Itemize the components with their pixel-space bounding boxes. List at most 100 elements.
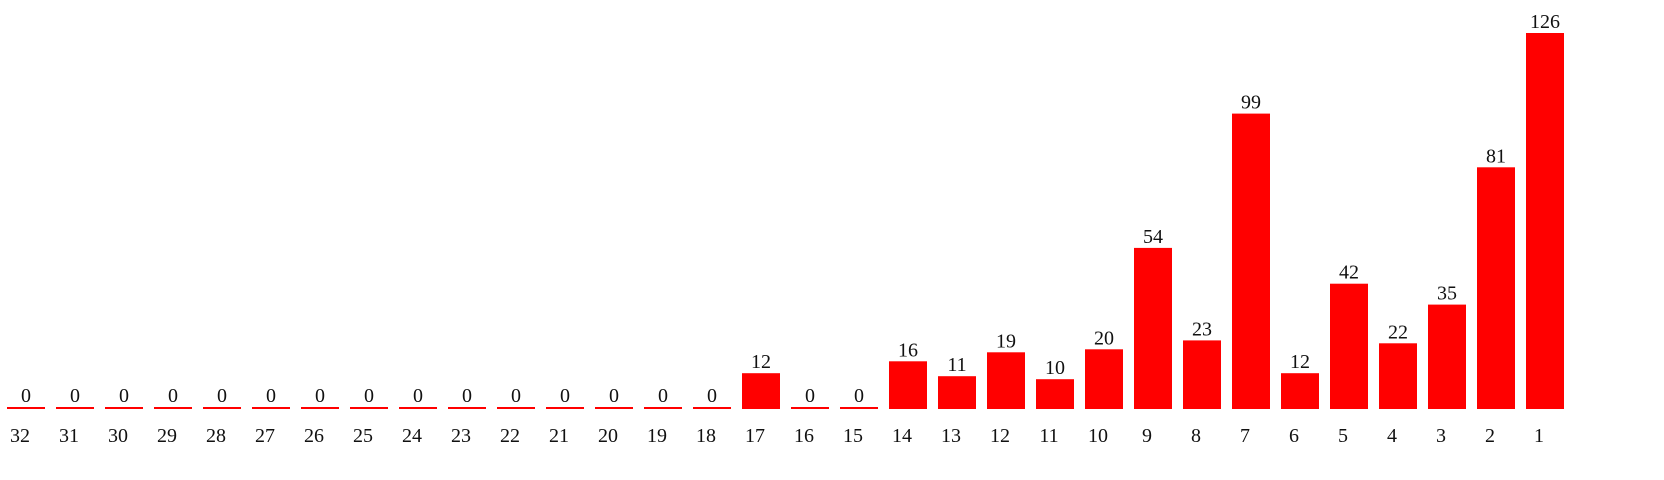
bar-27 <box>252 407 290 409</box>
bar-18 <box>693 407 731 409</box>
bar-10 <box>1085 349 1123 409</box>
bar-value-label-2: 81 <box>1486 145 1506 167</box>
bar-23 <box>448 407 486 409</box>
x-tick-label-27: 27 <box>255 425 275 447</box>
bar-7 <box>1232 113 1270 409</box>
x-tick-label-14: 14 <box>892 425 912 447</box>
bar-value-label-12: 19 <box>996 330 1016 352</box>
bar-value-label-21: 0 <box>560 385 570 407</box>
x-tick-label-10: 10 <box>1088 425 1108 447</box>
bar-1 <box>1526 33 1564 409</box>
bar-value-label-28: 0 <box>217 385 227 407</box>
bar-17 <box>742 373 780 409</box>
x-tick-label-11: 11 <box>1039 425 1058 447</box>
bar-8 <box>1183 340 1221 409</box>
bar-value-label-9: 54 <box>1143 226 1163 248</box>
bar-24 <box>399 407 437 409</box>
bar-15 <box>840 407 878 409</box>
x-tick-label-22: 22 <box>500 425 520 447</box>
x-tick-label-23: 23 <box>451 425 471 447</box>
x-tick-label-18: 18 <box>696 425 716 447</box>
bar-31 <box>56 407 94 409</box>
bar-value-label-15: 0 <box>854 385 864 407</box>
bar-30 <box>105 407 143 409</box>
bar-value-label-8: 23 <box>1192 318 1212 340</box>
bar-2 <box>1477 167 1515 409</box>
bar-22 <box>497 407 535 409</box>
bar-29 <box>154 407 192 409</box>
x-tick-label-1: 1 <box>1534 425 1544 447</box>
x-tick-label-9: 9 <box>1142 425 1152 447</box>
x-tick-label-28: 28 <box>206 425 226 447</box>
bar-value-label-27: 0 <box>266 385 276 407</box>
bar-value-label-5: 42 <box>1339 262 1359 284</box>
x-tick-label-15: 15 <box>843 425 863 447</box>
x-tick-label-2: 2 <box>1485 425 1495 447</box>
bar-4 <box>1379 343 1417 409</box>
x-tick-label-3: 3 <box>1436 425 1446 447</box>
bar-14 <box>889 361 927 409</box>
bar-28 <box>203 407 241 409</box>
x-tick-label-13: 13 <box>941 425 961 447</box>
bar-value-label-14: 16 <box>898 339 918 361</box>
bar-value-label-16: 0 <box>805 385 815 407</box>
x-tick-label-6: 6 <box>1289 425 1299 447</box>
bar-value-label-1: 126 <box>1530 11 1560 33</box>
x-tick-label-21: 21 <box>549 425 569 447</box>
bar-value-label-22: 0 <box>511 385 521 407</box>
x-tick-label-12: 12 <box>990 425 1010 447</box>
bar-16 <box>791 407 829 409</box>
x-tick-label-26: 26 <box>304 425 324 447</box>
bar-value-label-26: 0 <box>315 385 325 407</box>
x-tick-label-19: 19 <box>647 425 667 447</box>
bar-value-label-30: 0 <box>119 385 129 407</box>
bar-value-label-13: 11 <box>947 354 966 376</box>
bar-value-label-20: 0 <box>609 385 619 407</box>
x-tick-label-20: 20 <box>598 425 618 447</box>
bar-value-label-4: 22 <box>1388 321 1408 343</box>
bar-value-label-11: 10 <box>1045 357 1065 379</box>
x-tick-label-17: 17 <box>745 425 765 447</box>
bar-value-label-17: 12 <box>751 351 771 373</box>
x-tick-label-29: 29 <box>157 425 177 447</box>
bar-value-label-3: 35 <box>1437 283 1457 305</box>
x-tick-label-25: 25 <box>353 425 373 447</box>
bar-6 <box>1281 373 1319 409</box>
x-tick-label-16: 16 <box>794 425 814 447</box>
bar-13 <box>938 376 976 409</box>
bar-value-label-18: 0 <box>707 385 717 407</box>
bar-value-label-32: 0 <box>21 385 31 407</box>
x-tick-label-8: 8 <box>1191 425 1201 447</box>
bar-21 <box>546 407 584 409</box>
bar-value-label-24: 0 <box>413 385 423 407</box>
bar-11 <box>1036 379 1074 409</box>
bar-value-label-6: 12 <box>1290 351 1310 373</box>
bar-value-label-31: 0 <box>70 385 80 407</box>
x-tick-label-31: 31 <box>59 425 79 447</box>
x-axis-tick-labels: 32 31 30 29 28 27 26 25 24 23 22 21 20 19 18 17 16 15 14 13… <box>10 425 1544 447</box>
bar-12 <box>987 352 1025 409</box>
x-tick-label-24: 24 <box>402 425 422 447</box>
bars-layer <box>7 33 1564 409</box>
bar-9 <box>1134 247 1172 409</box>
bar-value-label-7: 99 <box>1241 92 1261 114</box>
x-tick-label-32: 32 <box>10 425 30 447</box>
bar-32 <box>7 407 45 409</box>
bar-20 <box>595 407 633 409</box>
bar-5 <box>1330 283 1368 409</box>
bar-value-label-29: 0 <box>168 385 178 407</box>
x-tick-label-7: 7 <box>1240 425 1250 447</box>
bar-value-label-10: 20 <box>1094 327 1114 349</box>
bar-value-label-19: 0 <box>658 385 668 407</box>
bar-26 <box>301 407 339 409</box>
bar-19 <box>644 407 682 409</box>
bar-25 <box>350 407 388 409</box>
x-tick-label-4: 4 <box>1387 425 1397 447</box>
bar-value-label-25: 0 <box>364 385 374 407</box>
bar-3 <box>1428 304 1466 409</box>
bar-value-label-23: 0 <box>462 385 472 407</box>
bar-value-labels: 0 0 0 0 0 0 0 0 0 0 0 0 0 0 0 12 0 0 16 11 19 10 20 54 23 99 12 42 2… <box>21 11 1560 407</box>
x-tick-label-30: 30 <box>108 425 128 447</box>
